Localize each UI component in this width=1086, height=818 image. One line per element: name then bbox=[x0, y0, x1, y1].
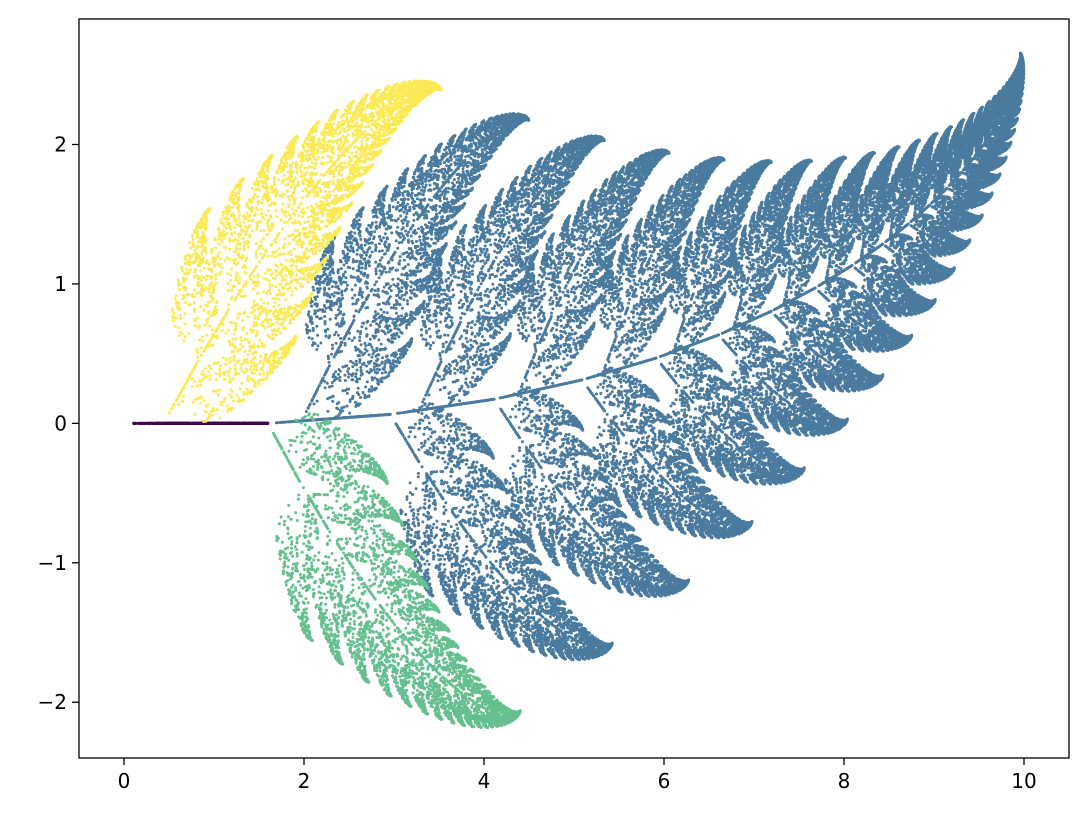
series-3-points bbox=[170, 81, 441, 422]
y-tick-label: 0 bbox=[54, 411, 67, 435]
x-tick-label: 10 bbox=[1011, 769, 1036, 793]
x-tick-label: 8 bbox=[838, 769, 851, 793]
x-tick-label: 0 bbox=[118, 769, 131, 793]
x-tick-label: 4 bbox=[478, 769, 491, 793]
y-tick-label: 1 bbox=[54, 272, 67, 296]
y-tick-label: −1 bbox=[38, 551, 67, 575]
x-tick-label: 6 bbox=[658, 769, 671, 793]
x-tick-label: 2 bbox=[298, 769, 311, 793]
series-2-points bbox=[273, 414, 520, 728]
y-tick-label: −2 bbox=[38, 690, 67, 714]
y-tick-label: 2 bbox=[54, 132, 67, 156]
plot-points bbox=[134, 53, 1024, 728]
